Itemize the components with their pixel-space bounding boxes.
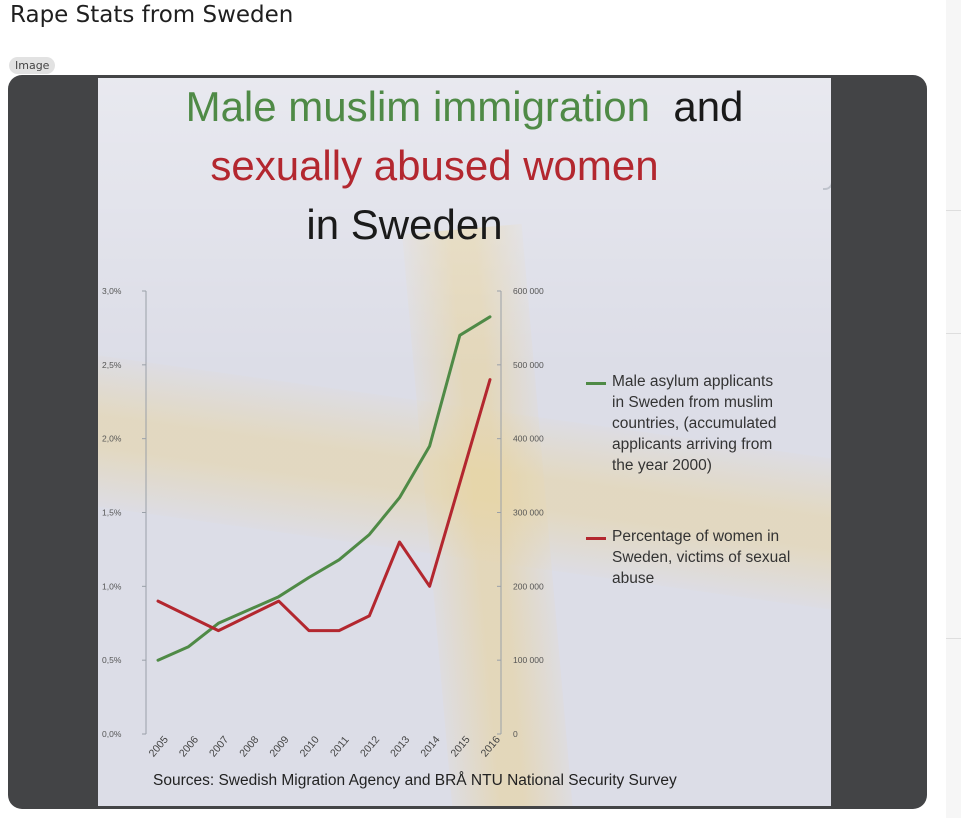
chart-title-line-2: sexually abused women [210, 142, 659, 189]
left-tick-label: 2,5% [102, 360, 122, 370]
left-tick-label: 0,5% [102, 655, 122, 665]
left-tick-label: 0,0% [102, 729, 122, 739]
right-tick-label: 100 000 [513, 655, 544, 665]
x-tick-label: 2008 [237, 734, 261, 760]
right-tick-label: 500 000 [513, 360, 544, 370]
x-tick-label: 2005 [147, 734, 171, 760]
x-tick-label: 2009 [267, 734, 291, 760]
rail-divider [946, 333, 961, 334]
title-part-green: Male muslim immigration [185, 83, 650, 130]
x-tick-label: 2007 [207, 734, 231, 760]
legend-swatch-green [586, 382, 606, 385]
chart-title-line-3: in Sweden [306, 201, 503, 248]
x-tick-label: 2013 [388, 734, 412, 760]
x-tick-label: 2006 [177, 734, 201, 760]
series-line-applicants [156, 315, 492, 662]
media-frame[interactable]: Male muslim immigration and sexually abu… [8, 75, 927, 809]
right-rail [946, 0, 961, 818]
right-tick-label: 400 000 [513, 434, 544, 444]
series-line-abuse [156, 378, 492, 633]
x-tick-label: 2014 [418, 734, 442, 760]
right-tick-label: 200 000 [513, 581, 544, 591]
rail-divider [946, 638, 961, 639]
legend-label-applicants: Male asylum applicants in Sweden from mu… [612, 373, 777, 474]
post-title: Rape Stats from Sweden [10, 2, 294, 28]
chart-title-line-1: Male muslim immigration and [98, 83, 831, 131]
x-tick-label: 2010 [298, 734, 322, 760]
x-tick-label: 2011 [328, 734, 352, 759]
x-tick-label: 2012 [358, 734, 382, 760]
x-tick-label: 2015 [448, 734, 472, 760]
legend-swatch-red [586, 537, 606, 540]
legend-entry-abuse: Percentage of women in Sweden, victims o… [612, 526, 822, 589]
chart-sources: Sources: Swedish Migration Agency and BR… [153, 772, 677, 789]
right-tick-label: 600 000 [513, 286, 544, 296]
left-tick-label: 1,5% [102, 508, 122, 518]
left-tick-label: 1,0% [102, 581, 122, 591]
slide-corner-mark [823, 78, 831, 190]
chart-image: Male muslim immigration and sexually abu… [98, 78, 831, 806]
left-tick-label: 3,0% [102, 286, 122, 296]
left-tick-label: 2,0% [102, 434, 122, 444]
rail-divider [946, 210, 961, 211]
right-tick-label: 0 [513, 729, 518, 739]
image-badge: Image [9, 57, 56, 74]
x-tick-label: 2016 [479, 734, 503, 760]
right-tick-label: 300 000 [513, 508, 544, 518]
chart-plot: 0,0% 0,5% 1,0% 1,5% 2,0% 2,5% 3,0% 0 100 000 200 … [102, 286, 544, 760]
legend-entry-applicants: Male asylum applicants in Sweden from mu… [612, 371, 822, 476]
legend-label-abuse: Percentage of women in Sweden, victims o… [612, 528, 791, 587]
title-part-and: and [673, 83, 744, 130]
